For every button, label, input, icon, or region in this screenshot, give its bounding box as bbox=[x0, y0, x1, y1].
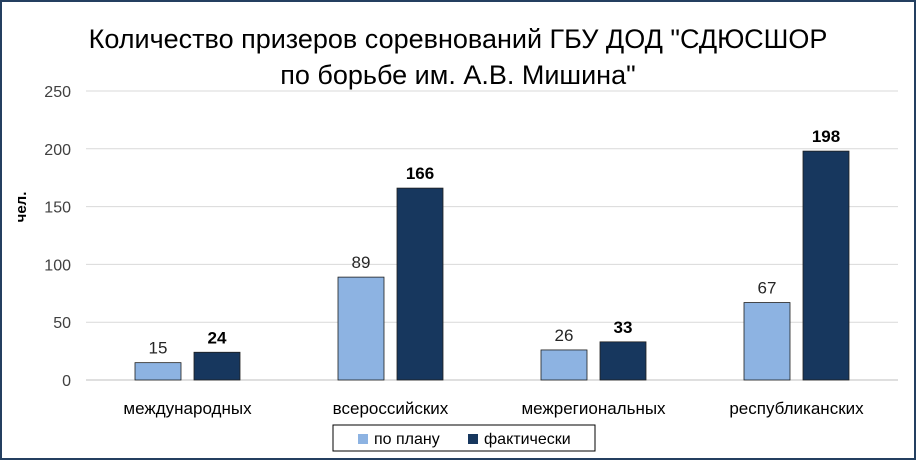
legend-box bbox=[332, 424, 596, 452]
bar-plan bbox=[134, 362, 182, 381]
y-axis-ticks: 0 50 100 150 200 250 bbox=[44, 84, 71, 390]
data-label-fact: 198 bbox=[812, 127, 840, 146]
data-labels: 15 24 89 166 26 33 67 198 bbox=[149, 127, 841, 358]
bar-fact bbox=[802, 150, 850, 381]
legend-label-fact: фактически bbox=[484, 431, 571, 448]
y-axis-label: чел. bbox=[13, 192, 30, 223]
y-tick-label: 250 bbox=[44, 84, 71, 101]
x-category-label: межрегиональных bbox=[521, 399, 666, 418]
y-tick-label: 150 bbox=[44, 200, 71, 217]
legend: по плану фактически bbox=[332, 424, 596, 452]
bar-plan bbox=[540, 349, 588, 381]
y-tick-label: 200 bbox=[44, 142, 71, 159]
y-tick-label: 100 bbox=[44, 257, 71, 274]
data-label-fact: 33 bbox=[614, 318, 633, 337]
legend-swatch-plan bbox=[358, 434, 368, 444]
data-label-plan: 26 bbox=[555, 326, 574, 345]
x-category-label: республиканских bbox=[729, 399, 864, 418]
chart-title-line-2: по борьбе им. А.В. Мишина" bbox=[280, 60, 635, 90]
bar-fact bbox=[599, 341, 647, 381]
y-tick-label: 50 bbox=[53, 315, 71, 332]
bar-fact bbox=[193, 351, 241, 381]
data-label-plan: 15 bbox=[149, 339, 168, 358]
data-label-plan: 67 bbox=[758, 279, 777, 298]
legend-swatch-fact bbox=[468, 434, 478, 444]
data-label-fact: 166 bbox=[406, 164, 434, 183]
bar-plan bbox=[337, 276, 385, 381]
data-label-plan: 89 bbox=[352, 253, 371, 272]
bar-fact bbox=[396, 187, 444, 381]
chart-title: Количество призеров соревнований ГБУ ДОД… bbox=[89, 24, 828, 90]
x-axis-categories: международных всероссийских межрегиональны… bbox=[123, 399, 864, 418]
chart-title-line-1: Количество призеров соревнований ГБУ ДОД… bbox=[89, 24, 828, 54]
legend-label-plan: по плану bbox=[374, 431, 440, 448]
data-label-fact: 24 bbox=[208, 328, 227, 347]
bar-plan bbox=[743, 302, 791, 381]
x-category-label: всероссийских bbox=[333, 399, 449, 418]
y-tick-label: 0 bbox=[62, 373, 71, 390]
x-category-label: международных bbox=[123, 399, 252, 418]
bars bbox=[134, 150, 850, 381]
